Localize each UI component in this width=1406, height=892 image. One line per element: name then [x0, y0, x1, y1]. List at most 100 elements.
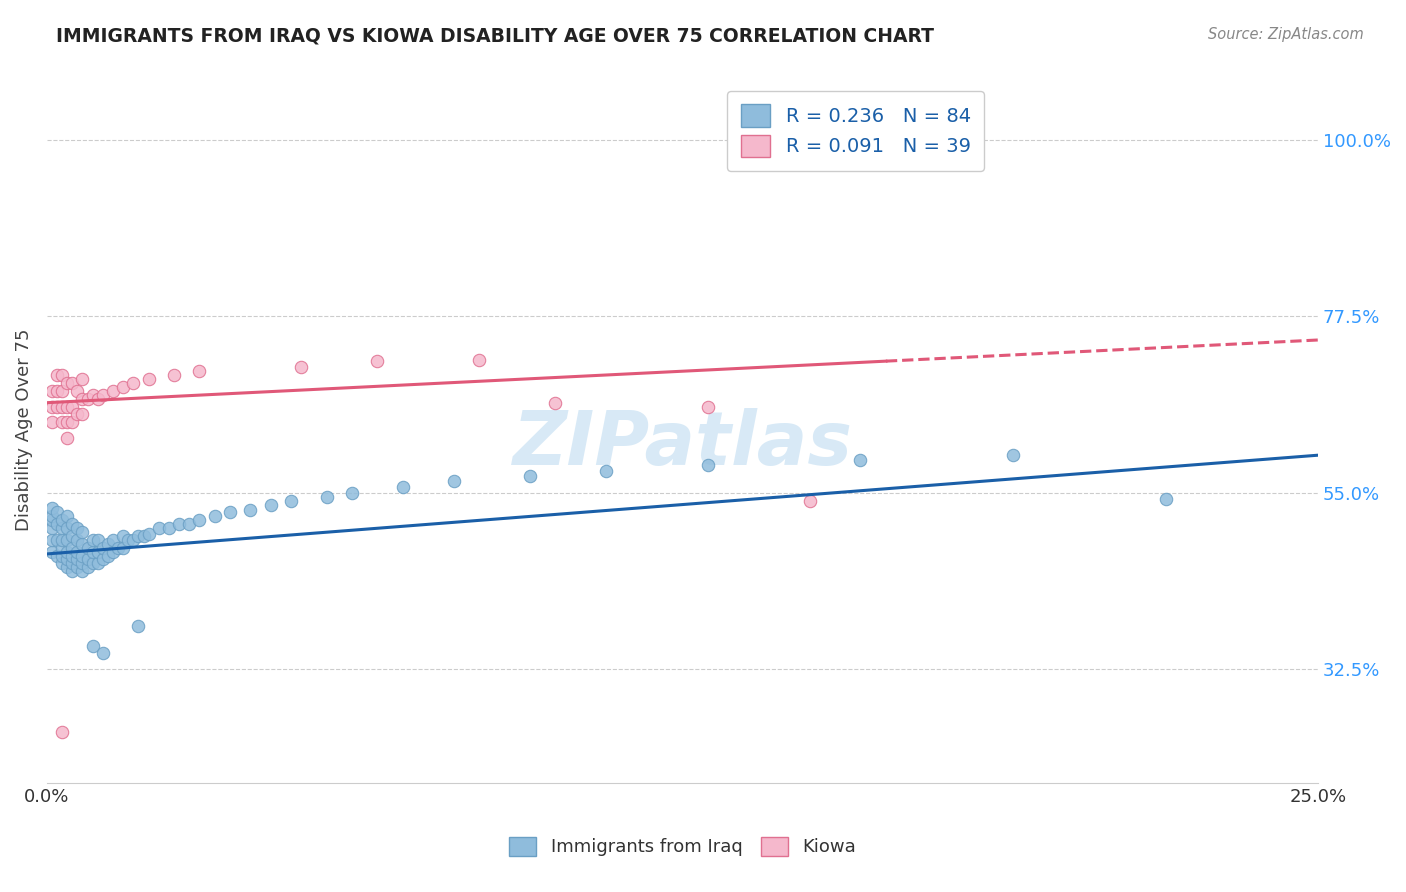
- Point: [82, 533, 104, 547]
- Point: [112, 380, 135, 394]
- Point: [60, 529, 83, 543]
- Point: [76, 541, 98, 555]
- Point: [148, 521, 170, 535]
- Point: [41, 533, 63, 547]
- Point: [56, 552, 79, 566]
- Point: [51, 415, 73, 429]
- Point: [51, 549, 73, 563]
- Point: [46, 533, 69, 547]
- Point: [290, 360, 312, 375]
- Point: [188, 364, 211, 378]
- Point: [101, 384, 124, 398]
- Point: [46, 517, 69, 532]
- Point: [219, 505, 242, 519]
- Point: [66, 560, 89, 574]
- Point: [72, 537, 94, 551]
- Point: [91, 388, 114, 402]
- Point: [1154, 492, 1177, 507]
- Point: [259, 498, 281, 512]
- Point: [51, 557, 73, 571]
- Point: [41, 501, 63, 516]
- Point: [46, 384, 69, 398]
- Point: [56, 400, 79, 414]
- Point: [51, 533, 73, 547]
- Point: [179, 517, 201, 532]
- Point: [72, 564, 94, 578]
- Point: [167, 517, 190, 532]
- Legend: Immigrants from Iraq, Kiowa: Immigrants from Iraq, Kiowa: [501, 828, 865, 865]
- Point: [72, 372, 94, 386]
- Point: [51, 724, 73, 739]
- Point: [97, 537, 120, 551]
- Point: [72, 549, 94, 563]
- Point: [41, 400, 63, 414]
- Point: [91, 541, 114, 555]
- Point: [51, 541, 73, 555]
- Point: [66, 544, 89, 558]
- Point: [132, 529, 155, 543]
- Point: [127, 529, 149, 543]
- Text: Source: ZipAtlas.com: Source: ZipAtlas.com: [1208, 27, 1364, 42]
- Point: [46, 368, 69, 383]
- Point: [97, 549, 120, 563]
- Point: [315, 490, 337, 504]
- Point: [366, 354, 388, 368]
- Point: [82, 639, 104, 653]
- Point: [56, 533, 79, 547]
- Point: [1002, 448, 1025, 462]
- Point: [72, 524, 94, 539]
- Point: [56, 376, 79, 390]
- Point: [280, 493, 302, 508]
- Point: [697, 458, 720, 473]
- Point: [72, 408, 94, 422]
- Point: [239, 503, 262, 517]
- Point: [46, 549, 69, 563]
- Point: [595, 464, 617, 478]
- Point: [66, 533, 89, 547]
- Point: [66, 552, 89, 566]
- Point: [122, 376, 145, 390]
- Point: [163, 368, 186, 383]
- Point: [60, 415, 83, 429]
- Point: [76, 392, 98, 406]
- Point: [41, 521, 63, 535]
- Point: [66, 521, 89, 535]
- Point: [87, 533, 110, 547]
- Point: [544, 395, 567, 409]
- Point: [138, 526, 160, 541]
- Point: [56, 544, 79, 558]
- Point: [66, 384, 89, 398]
- Point: [76, 552, 98, 566]
- Point: [41, 513, 63, 527]
- Point: [51, 513, 73, 527]
- Point: [122, 533, 145, 547]
- Point: [112, 541, 135, 555]
- Point: [60, 564, 83, 578]
- Point: [56, 431, 79, 445]
- Point: [101, 533, 124, 547]
- Point: [46, 505, 69, 519]
- Point: [204, 509, 226, 524]
- Point: [41, 415, 63, 429]
- Point: [519, 468, 541, 483]
- Point: [340, 485, 363, 500]
- Point: [51, 384, 73, 398]
- Point: [72, 392, 94, 406]
- Point: [60, 541, 83, 555]
- Point: [799, 493, 821, 508]
- Point: [138, 372, 160, 386]
- Point: [76, 560, 98, 574]
- Point: [697, 400, 720, 414]
- Point: [51, 400, 73, 414]
- Point: [157, 521, 180, 535]
- Y-axis label: Disability Age Over 75: Disability Age Over 75: [15, 329, 32, 532]
- Point: [82, 557, 104, 571]
- Point: [107, 541, 129, 555]
- Point: [66, 408, 89, 422]
- Point: [56, 415, 79, 429]
- Point: [41, 509, 63, 524]
- Point: [849, 453, 872, 467]
- Point: [117, 533, 139, 547]
- Point: [56, 521, 79, 535]
- Point: [112, 529, 135, 543]
